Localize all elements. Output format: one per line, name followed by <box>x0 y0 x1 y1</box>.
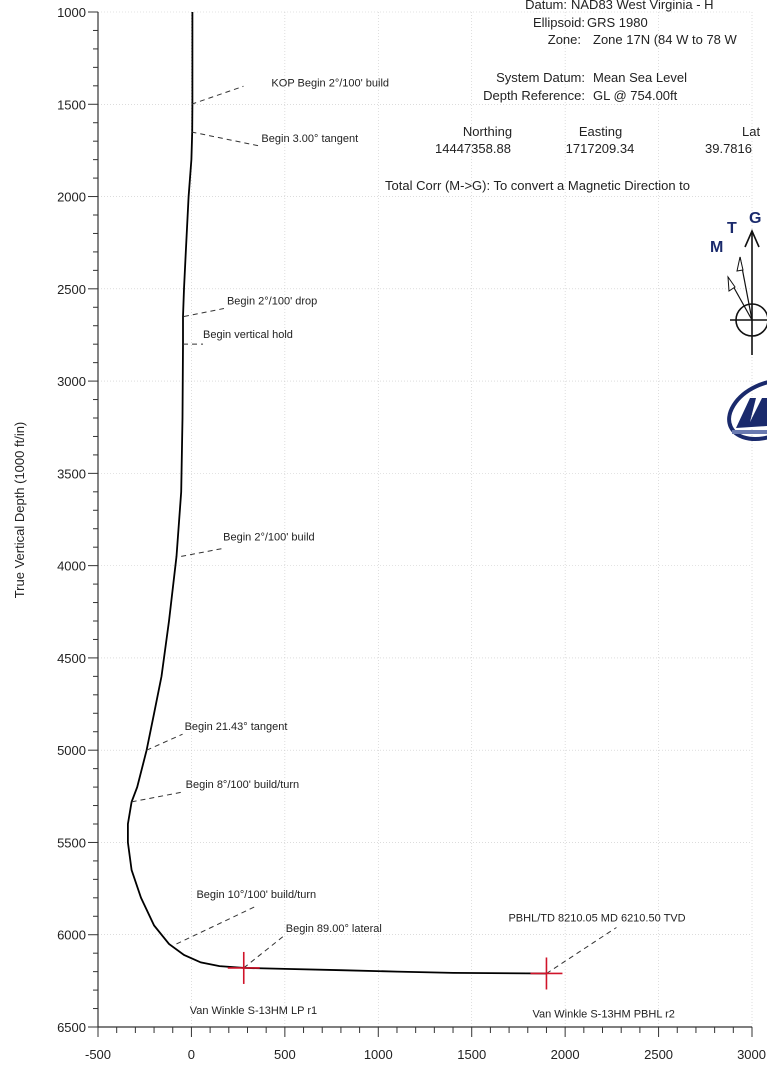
annotation-leader <box>191 131 260 147</box>
annotation-label: Begin 10°/100' build/turn <box>196 889 316 901</box>
annotation-leader <box>181 547 224 557</box>
easting-label: Easting <box>578 124 623 139</box>
annotation-label: KOP Begin 2°/100' build <box>271 77 389 89</box>
markers-layer <box>227 951 563 990</box>
x-tick-label: 0 <box>188 1047 195 1062</box>
zone-label: Zone: <box>547 32 581 47</box>
x-tick-label: 2000 <box>551 1047 580 1062</box>
annotation-leader <box>191 85 244 105</box>
x-tick-label: 1500 <box>457 1047 486 1062</box>
depth-reference-value: GL @ 754.00ft <box>593 88 678 103</box>
y-axis-label: True Vertical Depth (1000 ft/in) <box>12 422 27 599</box>
y-tick-label: 3000 <box>57 374 86 389</box>
datum-value: NAD83 West Virginia - H <box>571 0 714 12</box>
depth-reference-label: Depth Reference: <box>483 88 585 103</box>
y-tick-label: 2000 <box>57 190 86 205</box>
total-correction-text: Total Corr (M->G): To convert a Magnetic… <box>385 178 691 193</box>
x-tick-label: 500 <box>274 1047 296 1062</box>
y-tick-label: 4500 <box>57 651 86 666</box>
annotation-label: Begin vertical hold <box>203 329 293 341</box>
series-layer <box>127 12 547 975</box>
north-arrow-icon: G T M <box>710 210 767 355</box>
y-tick-label: 6500 <box>57 1020 86 1035</box>
x-tick-label: 1000 <box>364 1047 393 1062</box>
annotation-label: Van Winkle S-13HM PBHL r2 <box>532 1008 674 1020</box>
y-tick-label: 2500 <box>57 282 86 297</box>
x-tick-label: -500 <box>85 1047 111 1062</box>
y-tick-label: 4000 <box>57 559 86 574</box>
annotations-layer: KOP Begin 2°/100' build Begin 3.00° tange… <box>131 77 686 1020</box>
system-datum-label: System Datum: <box>496 70 585 85</box>
annotation-label: Begin 3.00° tangent <box>261 133 358 145</box>
lat-label: Lat <box>742 124 761 139</box>
ellipsoid-value: GRS 1980 <box>587 15 648 30</box>
annotation-leader <box>243 935 285 969</box>
annotation-label: Van Winkle S-13HM LP r1 <box>190 1005 317 1017</box>
annotation-label: Begin 21.43° tangent <box>185 721 288 733</box>
annotation-label: Begin 2°/100' drop <box>227 296 317 308</box>
annotation-label: Begin 89.00° lateral <box>286 923 382 935</box>
annotation-label: Begin 2°/100' build <box>223 531 315 543</box>
y-tick-label: 5000 <box>57 743 86 758</box>
datum-label: Datum: <box>525 0 567 12</box>
annotation-leader <box>176 905 257 945</box>
magnetic-north-letter: M <box>710 239 723 256</box>
annotation-leader <box>131 791 184 803</box>
y-tick-label: 1000 <box>57 5 86 20</box>
x-tick-label: 2500 <box>644 1047 673 1062</box>
x-tick-label: 3000 <box>737 1047 766 1062</box>
northing-value: 14447358.88 <box>435 141 511 156</box>
annotation-leader <box>183 308 225 317</box>
annotation-leader <box>146 733 183 751</box>
annotation-label: PBHL/TD 8210.05 MD 6210.50 TVD <box>508 912 685 924</box>
y-tick-label: 5500 <box>57 835 86 850</box>
well-path-line <box>127 12 547 975</box>
grid-north-letter: G <box>749 210 761 227</box>
annotation-label: Begin 8°/100' build/turn <box>186 779 300 791</box>
company-logo-icon <box>727 378 767 442</box>
true-north-letter: T <box>727 220 737 237</box>
y-tick-label: 6000 <box>57 928 86 943</box>
annotation-leader <box>546 927 617 974</box>
y-tick-label: 3500 <box>57 466 86 481</box>
lat-value: 39.7816 <box>705 141 752 156</box>
zone-value: Zone 17N (84 W to 78 W <box>593 32 737 47</box>
system-datum-value: Mean Sea Level <box>593 70 687 85</box>
ellipsoid-label: Ellipsoid: <box>532 15 585 30</box>
y-tick-label: 1500 <box>57 97 86 112</box>
grid-lines <box>97 11 753 1028</box>
northing-label: Northing <box>462 124 513 139</box>
easting-value: 1717209.34 <box>565 141 635 156</box>
axes: 1000150020002500300035004000450050005500… <box>57 5 766 1062</box>
